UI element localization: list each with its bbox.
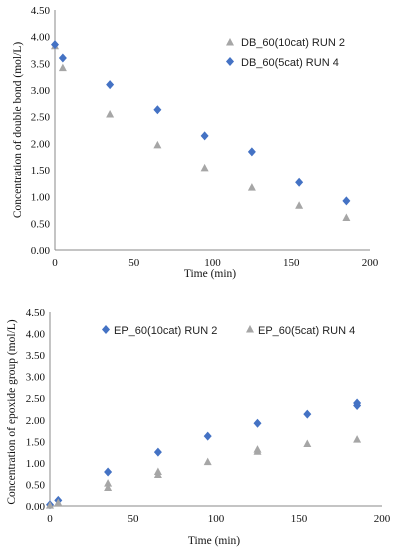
data-point-series-1: [295, 201, 304, 209]
data-point-series-2: [247, 147, 256, 157]
x-tick-label: 100: [208, 513, 225, 525]
data-point-series-2: [51, 40, 59, 50]
data-point-series-2: [54, 498, 63, 507]
data-points: [46, 398, 362, 510]
y-tick-label: 1.00: [31, 192, 51, 204]
legend-label-series-1: DB_60(10cat) RUN 2: [241, 37, 345, 49]
legend-marker-triangle: [246, 325, 254, 333]
data-point-series-1: [203, 431, 212, 441]
data-point-series-1: [153, 140, 162, 149]
y-tick-label: 2.50: [31, 112, 51, 124]
data-point-series-2: [58, 53, 67, 63]
data-points: [51, 40, 351, 221]
data-point-series-1: [200, 163, 209, 172]
y-axis-label: Concentration of double bond (mol/L): [12, 42, 24, 218]
y-tick-labels: 0.00 0.50 1.00 1.50 2.00 2.50 3.00 3.50 4.00 4.50: [26, 307, 46, 513]
chart-epoxide-group: 0.00 0.50 1.00 1.50 2.00 2.50 3.00 3.50 4.00 4.50…: [6, 307, 391, 547]
y-tick-label: 4.00: [31, 32, 51, 44]
data-point-series-2: [342, 196, 351, 206]
data-point-series-1: [353, 398, 362, 408]
x-axis-label: Time (min): [184, 268, 236, 280]
data-point-series-1: [253, 418, 262, 428]
y-tick-label: 3.00: [31, 85, 51, 97]
legend-marker-diamond: [102, 325, 110, 334]
data-point-series-1: [104, 467, 113, 477]
x-tick-label: 50: [128, 257, 140, 269]
y-tick-label: 2.00: [31, 138, 51, 150]
legend-marker-diamond: [226, 57, 234, 66]
y-tick-label: 0.50: [31, 218, 51, 230]
data-point-series-1: [342, 213, 351, 221]
y-tick-label: 3.50: [31, 58, 51, 70]
data-point-series-1: [58, 63, 67, 72]
x-tick-labels: 0 50 100 150 200: [52, 257, 379, 269]
y-tick-label: 3.00: [26, 372, 46, 384]
data-point-series-2: [153, 105, 162, 115]
x-tick-label: 150: [291, 513, 308, 525]
x-tick-label: 0: [52, 257, 58, 269]
y-tick-label: 4.50: [26, 307, 46, 319]
x-tick-label: 200: [362, 257, 379, 269]
data-point-series-2: [153, 467, 162, 476]
legend: DB_60(10cat) RUN 2 DB_60(5cat) RUN 4: [226, 37, 345, 69]
data-point-series-1: [303, 409, 312, 419]
x-tick-label: 50: [128, 513, 140, 525]
data-point-series-1: [247, 183, 256, 191]
y-tick-label: 2.00: [26, 415, 46, 427]
x-axis-label: Time (min): [188, 535, 240, 547]
chart-double-bond: 0.00 0.50 1.00 1.50 2.00 2.50 3.00 3.50 4.00 4.50…: [12, 5, 379, 280]
y-tick-label: 0.50: [26, 479, 46, 491]
y-tick-label: 1.00: [26, 458, 46, 470]
y-tick-label: 4.50: [31, 5, 51, 17]
y-tick-label: 4.00: [26, 329, 46, 341]
y-tick-label: 1.50: [26, 436, 46, 448]
data-point-series-2: [295, 177, 304, 187]
x-tick-label: 150: [283, 257, 300, 269]
y-tick-label: 1.50: [31, 165, 51, 177]
data-point-series-2: [303, 439, 312, 447]
data-point-series-2: [106, 80, 115, 90]
legend-label-series-1: EP_60(10cat) RUN 2: [114, 325, 217, 337]
data-point-series-2: [104, 479, 113, 487]
data-point-series-2: [46, 501, 54, 509]
data-point-series-2: [200, 131, 209, 141]
x-tick-label: 0: [47, 513, 53, 525]
y-tick-labels: 0.00 0.50 1.00 1.50 2.00 2.50 3.00 3.50 4.00 4.50: [31, 5, 51, 257]
data-point-series-1: [153, 447, 162, 457]
data-point-series-2: [353, 435, 362, 443]
x-tick-label: 100: [204, 257, 221, 269]
y-tick-label: 3.50: [26, 350, 46, 362]
y-axis-label: Concentration of epoxide group (mol/L): [6, 319, 18, 504]
data-point-series-2: [203, 457, 212, 466]
y-tick-label: 0.00: [26, 501, 46, 513]
y-tick-label: 0.00: [31, 245, 51, 257]
x-tick-labels: 0 50 100 150 200: [47, 513, 391, 525]
legend-label-series-2: EP_60(5cat) RUN 4: [258, 325, 355, 337]
y-tick-label: 2.50: [26, 393, 46, 405]
data-point-series-2: [253, 445, 262, 453]
legend-label-series-2: DB_60(5cat) RUN 4: [241, 57, 339, 69]
data-point-series-2: [104, 483, 113, 491]
legend: EP_60(10cat) RUN 2 EP_60(5cat) RUN 4: [102, 325, 355, 337]
x-tick-label: 200: [374, 513, 391, 525]
data-point-series-1: [106, 110, 115, 118]
legend-marker-triangle: [226, 38, 234, 46]
